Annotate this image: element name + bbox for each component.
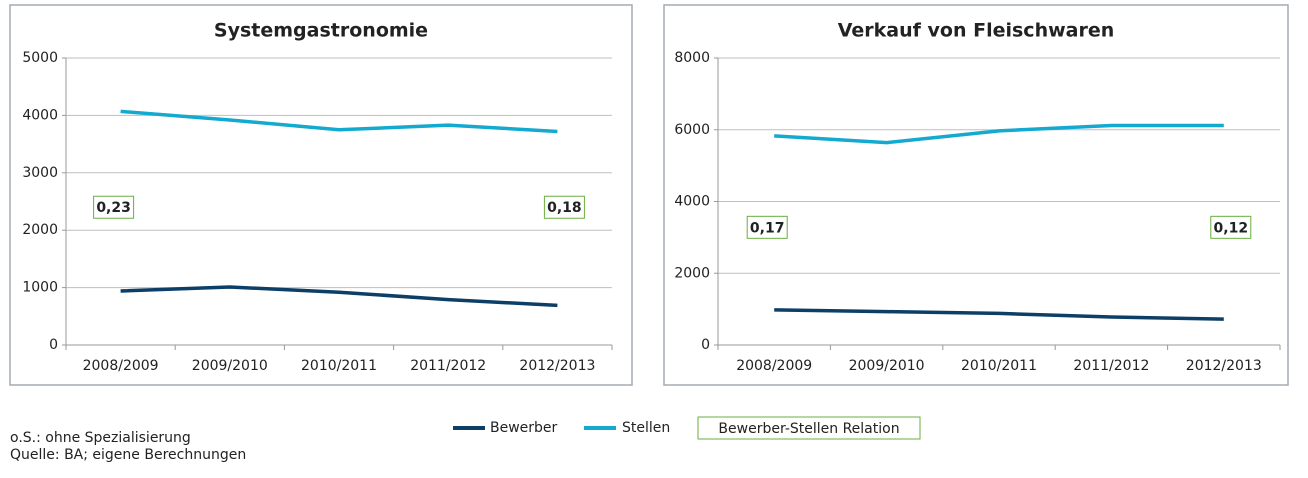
x-tick-label: 2011/2012 xyxy=(1073,358,1149,374)
y-tick-label: 6000 xyxy=(674,122,710,138)
annotation-box xyxy=(746,215,788,239)
note: Quelle: BA; eigene Berechnungen xyxy=(10,447,246,463)
y-tick-label: 0 xyxy=(701,337,710,353)
series-line xyxy=(774,308,1224,321)
y-tick-label: 2000 xyxy=(22,222,58,238)
series-line xyxy=(120,285,558,308)
y-tick-label: 2000 xyxy=(674,265,710,281)
y-tick-label: 0 xyxy=(49,337,58,353)
annotation: 0,23 xyxy=(96,200,131,216)
y-tick-label: 3000 xyxy=(22,165,58,181)
x-tick-label: 2010/2011 xyxy=(961,358,1037,374)
series-line xyxy=(774,123,1224,145)
legend-label: Stellen xyxy=(622,420,670,436)
note: o.S.: ohne Spezialisierung xyxy=(10,430,191,446)
chart-frame xyxy=(9,4,633,386)
legend-swatch xyxy=(697,416,921,440)
legend-label: Bewerber-Stellen Relation xyxy=(718,421,899,437)
x-tick-label: 2008/2009 xyxy=(83,358,159,374)
x-tick-label: 2009/2010 xyxy=(192,358,268,374)
y-tick-label: 8000 xyxy=(674,50,710,66)
annotation-box xyxy=(1210,215,1252,239)
annotation: 0,17 xyxy=(750,220,785,236)
x-tick-label: 2012/2013 xyxy=(1186,358,1262,374)
y-tick-label: 4000 xyxy=(674,194,710,210)
x-tick-label: 2008/2009 xyxy=(736,358,812,374)
x-tick-label: 2011/2012 xyxy=(410,358,486,374)
chart-title: Systemgastronomie xyxy=(214,20,428,42)
x-tick-label: 2010/2011 xyxy=(301,358,377,374)
y-tick-label: 5000 xyxy=(22,50,58,66)
x-tick-label: 2009/2010 xyxy=(849,358,925,374)
chart-title: Verkauf von Fleischwaren xyxy=(838,20,1115,42)
y-tick-label: 1000 xyxy=(22,280,58,296)
annotation: 0,12 xyxy=(1214,220,1249,236)
x-tick-label: 2012/2013 xyxy=(519,358,595,374)
y-tick-label: 4000 xyxy=(22,107,58,123)
annotation: 0,18 xyxy=(547,200,582,216)
annotation-box xyxy=(93,195,135,219)
series-line xyxy=(120,109,558,134)
chart-frame xyxy=(663,4,1289,386)
annotation-box xyxy=(543,195,585,219)
legend-label: Bewerber xyxy=(490,420,558,436)
